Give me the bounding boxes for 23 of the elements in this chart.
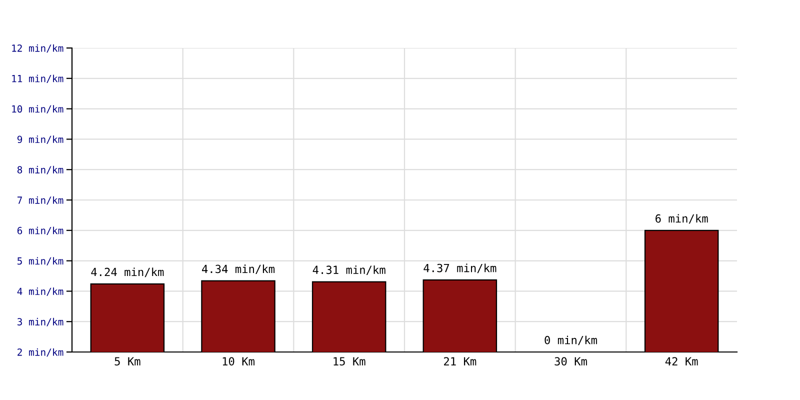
y-tick-label: 4 min/km — [17, 288, 64, 296]
data-label: 4.31 min/km — [312, 265, 386, 275]
y-tick-label: 12 min/km — [12, 44, 64, 53]
data-label: 6 min/km — [656, 214, 708, 224]
data-label: 4.34 min/km — [202, 264, 275, 274]
y-tick-label: 7 min/km — [18, 196, 64, 205]
x-tick-label: 15 Km — [334, 357, 366, 366]
y-tick-label: 9 min/km — [17, 136, 64, 144]
x-tick-label: 10 Km — [222, 357, 254, 366]
x-tick-label: 5 Km — [114, 357, 140, 366]
y-tick-label: 2 min/km — [18, 348, 64, 357]
x-tick-label: 30 Km — [554, 357, 587, 366]
x-tick-label: 21 Km — [444, 357, 476, 366]
x-tick-label: 42 Km — [665, 357, 698, 366]
data-label: 4.37 min/km — [424, 264, 496, 274]
y-tick-label: 8 min/km — [17, 166, 64, 174]
y-tick-label: 6 min/km — [17, 226, 64, 236]
text: 0 min/km — [544, 336, 597, 346]
y-tick-label: 3 min/km — [17, 318, 64, 326]
data-label: 4.24 min/km — [91, 268, 164, 278]
y-tick-label: 5 min/km — [18, 257, 64, 266]
y-tick-label: 11 min/km — [12, 74, 64, 84]
y-tick-label: 10 min/km — [12, 105, 64, 114]
